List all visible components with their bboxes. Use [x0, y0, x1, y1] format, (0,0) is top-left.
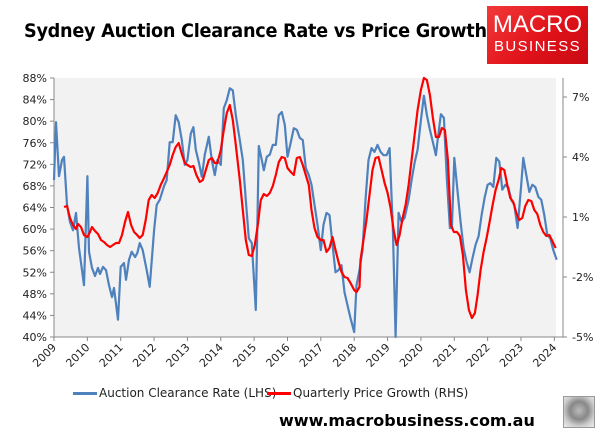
series-line-price-growth: [63, 76, 557, 320]
logo-line-2: BUSINESS: [493, 38, 582, 55]
legend-item-clearance: Auction Clearance Rate (LHS): [73, 386, 276, 400]
right-tick-label: 7%: [572, 91, 589, 104]
legend-label-clearance: Auction Clearance Rate (LHS): [99, 386, 277, 400]
x-tick-label: 2018: [330, 341, 359, 370]
left-tick-label: 48%: [23, 288, 47, 301]
x-tick-label: 2015: [230, 341, 259, 370]
legend-swatch-price-growth: [267, 391, 291, 395]
series-line-clearance-rate: [52, 87, 558, 339]
x-tick-label: 2009: [30, 341, 59, 370]
right-tick-label: 1%: [572, 211, 589, 224]
x-tick-label: 2022: [464, 341, 493, 370]
x-tick-label: 2019: [364, 341, 393, 370]
left-tick-label: 72%: [23, 158, 47, 171]
left-tick-label: 68%: [23, 180, 47, 193]
x-tick-label: 2017: [297, 341, 326, 370]
logo-line-1: MACRO: [492, 11, 583, 38]
x-tick-label: 2021: [430, 341, 459, 370]
x-tick-label: 2020: [397, 341, 426, 370]
left-tick-label: 56%: [23, 245, 47, 258]
left-tick-label: 84%: [23, 94, 47, 107]
left-tick-label: 44%: [23, 309, 47, 322]
left-tick-label: 64%: [23, 202, 47, 215]
right-tick-label: 4%: [572, 151, 589, 164]
left-tick-label: 60%: [23, 223, 47, 236]
right-tick-label: -5%: [572, 331, 593, 344]
macrobusiness-logo: MACRO BUSINESS: [487, 6, 588, 64]
left-tick-label: 40%: [23, 331, 47, 344]
plot-area: [54, 78, 556, 337]
legend-item-price-growth: Quarterly Price Growth (RHS): [267, 386, 468, 400]
x-tick-label: 2024: [530, 341, 559, 370]
right-tick-label: -2%: [572, 271, 593, 284]
series-lines: [52, 76, 558, 339]
x-tick-label: 2011: [97, 341, 126, 370]
left-tick-label: 52%: [23, 266, 47, 279]
chart-title: Sydney Auction Clearance Rate vs Price G…: [24, 20, 487, 42]
x-tick-label: 2012: [130, 341, 159, 370]
x-tick-label: 2010: [63, 341, 92, 370]
left-tick-label: 88%: [23, 72, 47, 85]
legend-swatch-clearance: [73, 391, 97, 395]
x-tick-label: 2013: [164, 341, 193, 370]
wolf-icon: [563, 396, 595, 428]
x-tick-label: 2016: [264, 341, 293, 370]
x-tick-label: 2014: [197, 341, 226, 370]
x-tick-label: 2023: [497, 341, 526, 370]
website-url: www.macrobusiness.com.au: [279, 411, 535, 430]
legend-label-price-growth: Quarterly Price Growth (RHS): [293, 386, 469, 400]
left-tick-label: 80%: [23, 115, 47, 128]
left-tick-label: 76%: [23, 137, 47, 150]
